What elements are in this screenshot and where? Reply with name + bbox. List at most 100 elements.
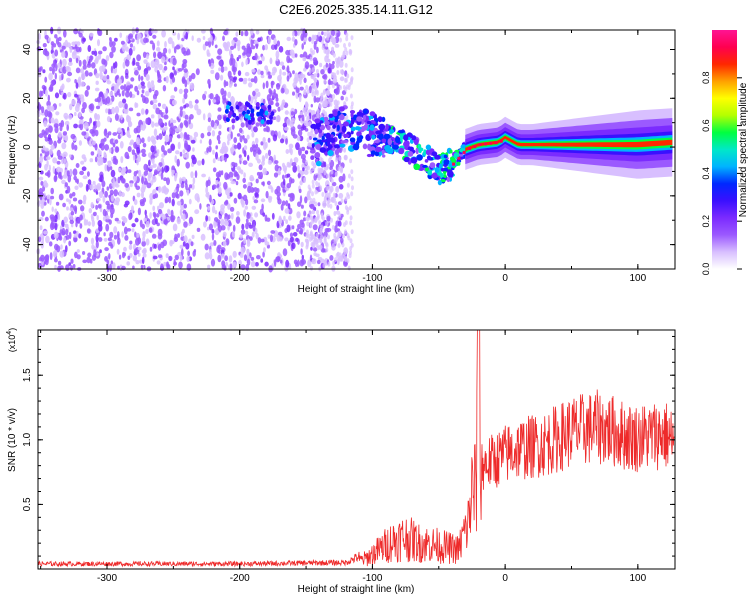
noise-speckle <box>275 115 281 123</box>
noise-speckle <box>281 99 286 106</box>
noise-speckle <box>285 49 290 56</box>
noise-speckle <box>292 232 298 237</box>
noise-speckle <box>267 137 271 143</box>
noise-speckle <box>65 135 69 141</box>
noise-speckle <box>119 32 123 38</box>
noise-speckle <box>39 225 43 231</box>
colorbar-tick-label: 0.6 <box>701 119 711 132</box>
noise-speckle <box>91 140 96 146</box>
noise-speckle <box>179 122 184 129</box>
noise-speckle <box>141 176 144 185</box>
noise-speckle <box>289 192 295 199</box>
noise-speckle <box>103 128 108 137</box>
noise-speckle <box>134 217 139 223</box>
noise-speckle <box>331 243 335 249</box>
noise-speckle <box>236 173 240 181</box>
noise-speckle <box>161 56 166 64</box>
noise-speckle <box>344 47 348 52</box>
noise-speckle <box>65 65 70 71</box>
noise-speckle <box>218 60 223 66</box>
signal-blob <box>425 167 429 172</box>
noise-speckle <box>306 192 310 198</box>
noise-speckle <box>336 32 340 37</box>
noise-speckle <box>222 231 227 238</box>
noise-speckle <box>152 163 157 168</box>
noise-speckle <box>324 111 327 117</box>
signal-blob <box>318 129 323 134</box>
noise-speckle <box>170 95 175 99</box>
noise-speckle <box>143 217 147 222</box>
signal-blob <box>324 116 329 122</box>
signal-blob <box>407 146 414 151</box>
signal-blob <box>434 167 440 174</box>
noise-speckle <box>156 47 161 52</box>
noise-speckle <box>149 165 154 170</box>
noise-speckle <box>262 251 265 258</box>
noise-speckle <box>209 194 212 203</box>
noise-speckle <box>211 233 215 241</box>
signal-blob <box>318 131 323 138</box>
noise-speckle <box>174 254 179 261</box>
noise-speckle <box>319 185 322 191</box>
noise-speckle <box>38 176 44 181</box>
noise-speckle <box>74 144 78 151</box>
noise-speckle <box>131 228 135 233</box>
noise-speckle <box>120 177 125 184</box>
signal-blob <box>381 149 385 155</box>
signal-blob <box>326 125 331 131</box>
noise-speckle <box>69 219 75 225</box>
noise-speckle <box>343 43 346 48</box>
noise-speckle <box>300 126 304 131</box>
noise-speckle <box>263 247 266 253</box>
noise-speckle <box>297 223 302 230</box>
noise-speckle <box>249 216 254 222</box>
noise-speckle <box>337 166 341 172</box>
signal-blob <box>314 118 321 124</box>
noise-speckle <box>209 252 213 260</box>
noise-speckle <box>252 223 256 232</box>
noise-speckle <box>330 35 334 41</box>
noise-speckle <box>145 229 149 234</box>
noise-speckle <box>340 198 344 204</box>
noise-speckle <box>264 214 268 222</box>
noise-speckle <box>58 122 63 127</box>
noise-speckle <box>104 256 108 262</box>
noise-speckle <box>131 223 136 228</box>
signal-blob <box>398 147 405 155</box>
noise-speckle <box>131 205 134 212</box>
noise-speckle <box>114 139 119 145</box>
noise-speckle <box>207 131 211 137</box>
noise-speckle <box>339 37 342 43</box>
noise-speckle <box>54 264 57 270</box>
noise-speckle <box>176 217 181 225</box>
noise-speckle <box>85 183 89 192</box>
figure-title: C2E6.2025.335.14.11.G12 <box>279 2 433 17</box>
noise-speckle <box>341 70 344 76</box>
noise-speckle <box>171 192 176 199</box>
noise-speckle <box>90 202 94 209</box>
noise-speckle <box>330 197 334 203</box>
noise-speckle <box>146 66 151 71</box>
noise-speckle <box>240 116 243 123</box>
noise-speckle <box>190 139 196 144</box>
noise-speckle <box>220 170 224 176</box>
noise-speckle <box>89 55 93 62</box>
noise-speckle <box>230 212 234 220</box>
noise-speckle <box>96 114 101 121</box>
noise-speckle <box>114 146 120 153</box>
noise-speckle <box>193 131 199 138</box>
noise-speckle <box>152 205 156 211</box>
noise-speckle <box>158 133 163 140</box>
signal-blob <box>371 134 376 140</box>
noise-speckle <box>96 120 101 128</box>
noise-speckle <box>102 46 107 52</box>
noise-speckle <box>323 79 327 85</box>
noise-cluster-blob <box>259 108 264 114</box>
noise-speckle <box>291 225 295 230</box>
noise-speckle <box>338 192 344 199</box>
noise-speckle <box>131 149 136 156</box>
noise-speckle <box>105 55 110 62</box>
noise-speckle <box>150 60 156 68</box>
signal-blob <box>428 169 432 176</box>
